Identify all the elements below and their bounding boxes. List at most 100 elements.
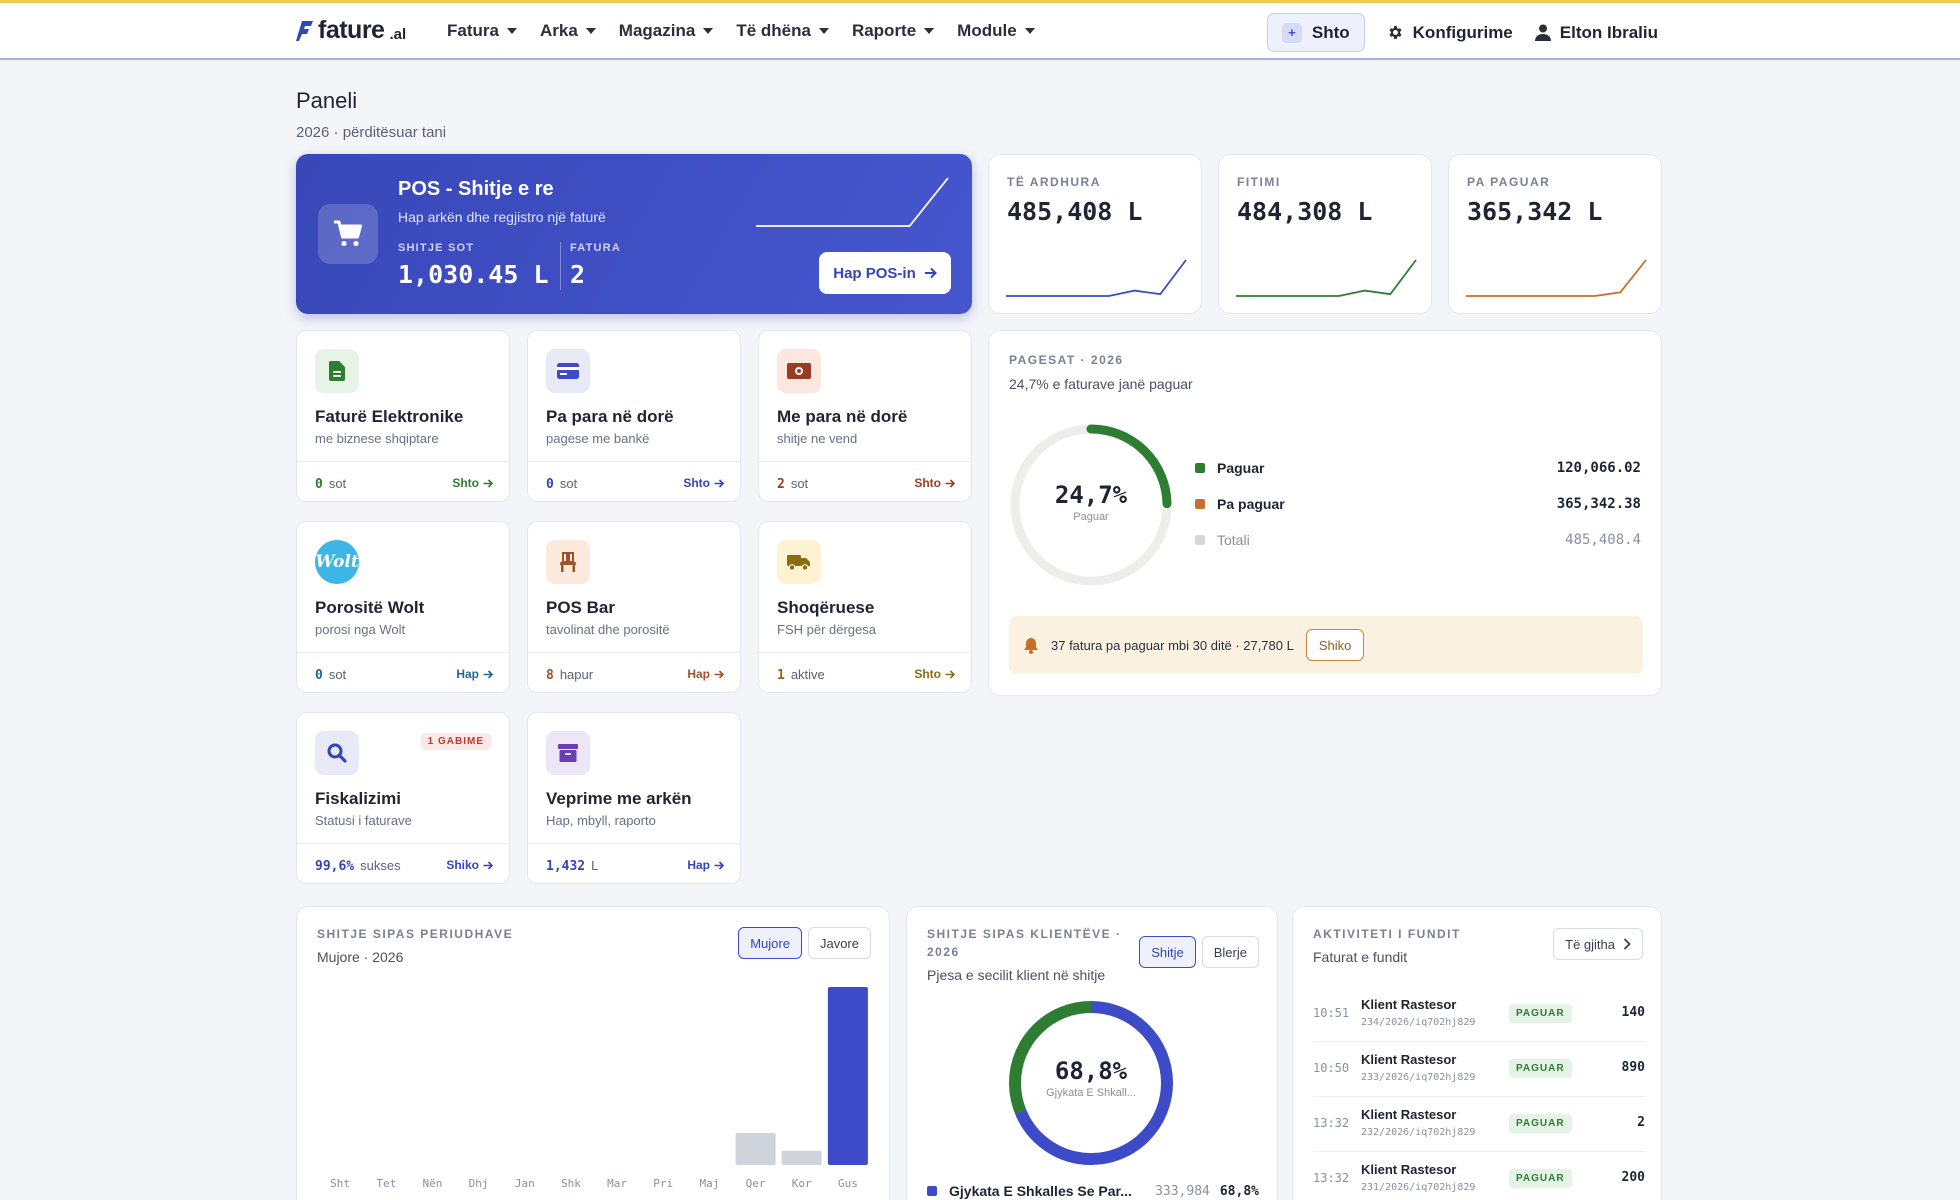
- sales-period-subtitle: Mujore · 2026: [317, 949, 404, 965]
- logo-mark-icon: [296, 20, 313, 41]
- bar-qer[interactable]: [735, 1133, 776, 1165]
- x-tick-label: Maj: [699, 1177, 719, 1190]
- revenue-sparkline: [1006, 259, 1187, 297]
- view-all-label: Të gjitha: [1565, 936, 1615, 952]
- stat-card-profit[interactable]: FITIMI 484,308 L: [1218, 154, 1432, 314]
- chevron-down-icon: [818, 28, 829, 34]
- module-card[interactable]: Wolt Porositë Wolt porosi nga Wolt 0 sot Hap: [296, 521, 510, 693]
- stat-value: 484,308 L: [1237, 197, 1373, 226]
- stat-card-unpaid[interactable]: PA PAGUAR 365,342 L: [1448, 154, 1662, 314]
- nav-magazina[interactable]: Magazina: [619, 21, 714, 41]
- activity-row[interactable]: 13:32 Klient Rastesor 231/2026/iq702hj829 P…: [1313, 1152, 1645, 1200]
- nav-fatura[interactable]: Fatura: [447, 21, 517, 41]
- legend-unpaid: Pa paguar 365,342.38: [1195, 496, 1641, 512]
- alert-view-button[interactable]: Shiko: [1305, 629, 1365, 661]
- module-subtitle: Hap, mbyll, raporto: [546, 813, 656, 828]
- module-action-label: Hap: [687, 667, 710, 681]
- client-pct: 68,8%: [1219, 1183, 1259, 1199]
- module-count: 8 hapur: [546, 667, 593, 683]
- legend-name: Paguar: [1217, 460, 1265, 476]
- x-tick-label: Jan: [515, 1177, 535, 1190]
- toggle-monthly[interactable]: Mujore: [738, 927, 802, 959]
- archive-icon: [546, 731, 590, 775]
- chevron-down-icon: [585, 28, 596, 34]
- module-action-link[interactable]: Hap: [687, 858, 724, 872]
- activity-amount: 140: [1621, 1005, 1645, 1020]
- top-navbar: fature .al Fatura Arka Magazina Të dhëna …: [0, 0, 1960, 60]
- module-action-link[interactable]: Shto: [452, 476, 493, 490]
- module-card[interactable]: Veprime me arkën Hap, mbyll, raporto 1,432…: [527, 712, 741, 884]
- open-pos-button[interactable]: Hap POS-in: [819, 252, 951, 294]
- legend-value: 365,342.38: [1556, 496, 1641, 512]
- add-new-button[interactable]: + Shto: [1266, 13, 1365, 52]
- module-action-link[interactable]: Hap: [456, 667, 493, 681]
- nav-raporte[interactable]: Raporte: [851, 21, 935, 41]
- legend-total: Totali 485,408.4: [1195, 532, 1641, 548]
- module-card[interactable]: Me para në dorë shitje ne vend 2 sot Shto: [758, 330, 972, 502]
- activity-label: AKTIVITETI I FUNDIT: [1313, 927, 1461, 941]
- sales-period-label: SHITJE SIPAS PERIUDHAVE: [317, 927, 514, 941]
- module-action-label: Shto: [914, 667, 941, 681]
- stat-card-revenue[interactable]: TË ARDHURA 485,408 L: [988, 154, 1202, 314]
- module-count: 99,6% sukses: [315, 858, 401, 874]
- settings-link[interactable]: Konfigurime: [1387, 23, 1513, 43]
- status-badge: PAGUAR: [1509, 1059, 1572, 1078]
- payments-label: PAGESAT · 2026: [1009, 353, 1124, 367]
- module-action-link[interactable]: Hap: [687, 667, 724, 681]
- module-action-link[interactable]: Shto: [914, 476, 955, 490]
- invoices-value: 2: [570, 260, 586, 289]
- sales-today-label: SHITJE SOT: [398, 242, 475, 254]
- module-action-link[interactable]: Shto: [683, 476, 724, 490]
- module-action-label: Hap: [687, 858, 710, 872]
- stat-label: PA PAGUAR: [1467, 175, 1551, 189]
- user-menu[interactable]: Elton Ibraliu: [1534, 23, 1658, 43]
- activity-row[interactable]: 13:32 Klient Rastesor 232/2026/iq702hj829 P…: [1313, 1097, 1645, 1152]
- module-title: Fiskalizimi: [315, 789, 401, 808]
- module-card[interactable]: Shoqëruese FSH për dërgesa 1 aktive Shto: [758, 521, 972, 693]
- module-title: Me para në dorë: [777, 407, 908, 426]
- sales-clients-card: SHITJE SIPAS KLIENTËVE · 2026 Pjesa e se…: [906, 906, 1278, 1200]
- module-card[interactable]: 1 GABIME Fiskalizimi Statusi i faturave 99,…: [296, 712, 510, 884]
- module-count-unit: sukses: [360, 858, 401, 873]
- nav-te-dhena[interactable]: Të dhëna: [736, 21, 829, 41]
- pos-hero-card[interactable]: POS - Shitje e re Hap arkën dhe regjistr…: [296, 154, 972, 314]
- module-action-link[interactable]: Shiko: [446, 858, 493, 872]
- activity-time: 10:51: [1313, 1006, 1350, 1020]
- x-tick-label: Mar: [607, 1177, 627, 1190]
- module-footer: 2 sot Shto: [759, 461, 971, 503]
- bar-kor[interactable]: [781, 1150, 822, 1165]
- slice-gjykata[interactable]: [1009, 1001, 1173, 1165]
- module-count-value: 2: [777, 477, 785, 492]
- module-count: 0 sot: [546, 476, 577, 492]
- nav-label: Raporte: [851, 21, 917, 40]
- module-title: Faturë Elektronike: [315, 407, 464, 426]
- module-footer: 8 hapur Hap: [528, 652, 740, 694]
- module-card[interactable]: Faturë Elektronike me biznese shqiptare 0 s…: [296, 330, 510, 502]
- error-badge[interactable]: 1 GABIME: [420, 733, 491, 750]
- module-title: Pa para në dorë: [546, 407, 674, 426]
- toggle-sales[interactable]: Shitje: [1139, 936, 1196, 968]
- hero-trend-line: [756, 177, 949, 227]
- nav-module[interactable]: Module: [957, 21, 1035, 41]
- view-all-button[interactable]: Të gjitha: [1553, 928, 1643, 960]
- bar-gus[interactable]: [827, 987, 868, 1165]
- hero-subtitle: Hap arkën dhe regjistro një faturë: [398, 209, 606, 225]
- clients-pct-label: Gjykata E Shkall...: [1046, 1087, 1136, 1099]
- toggle-weekly[interactable]: Javore: [807, 927, 871, 959]
- module-action-link[interactable]: Shto: [914, 667, 955, 681]
- module-count-unit: sot: [559, 476, 578, 491]
- nav-label: Arka: [539, 21, 578, 40]
- nav-arka[interactable]: Arka: [540, 21, 596, 41]
- module-action-label: Shto: [914, 476, 941, 490]
- activity-row[interactable]: 10:51 Klient Rastesor 234/2026/iq702hj829 P…: [1313, 987, 1645, 1042]
- toggle-purchases[interactable]: Blerje: [1201, 936, 1259, 968]
- module-subtitle: me biznese shqiptare: [315, 431, 439, 446]
- activity-ref: 234/2026/iq702hj829: [1361, 1017, 1476, 1028]
- activity-row[interactable]: 10:50 Klient Rastesor 233/2026/iq702hj829 P…: [1313, 1042, 1645, 1097]
- module-card[interactable]: Pa para në dorë pagese me bankë 0 sot Shto: [527, 330, 741, 502]
- brand-logo[interactable]: fature .al: [296, 16, 406, 45]
- module-card[interactable]: POS Bar tavolinat dhe porositë 8 hapur Hap: [527, 521, 741, 693]
- arrow-right-icon: [945, 478, 955, 488]
- sales-today-value: 1,030.45 L: [398, 260, 549, 289]
- alert-text: 37 fatura pa paguar mbi 30 ditë · 27,780…: [1051, 637, 1294, 653]
